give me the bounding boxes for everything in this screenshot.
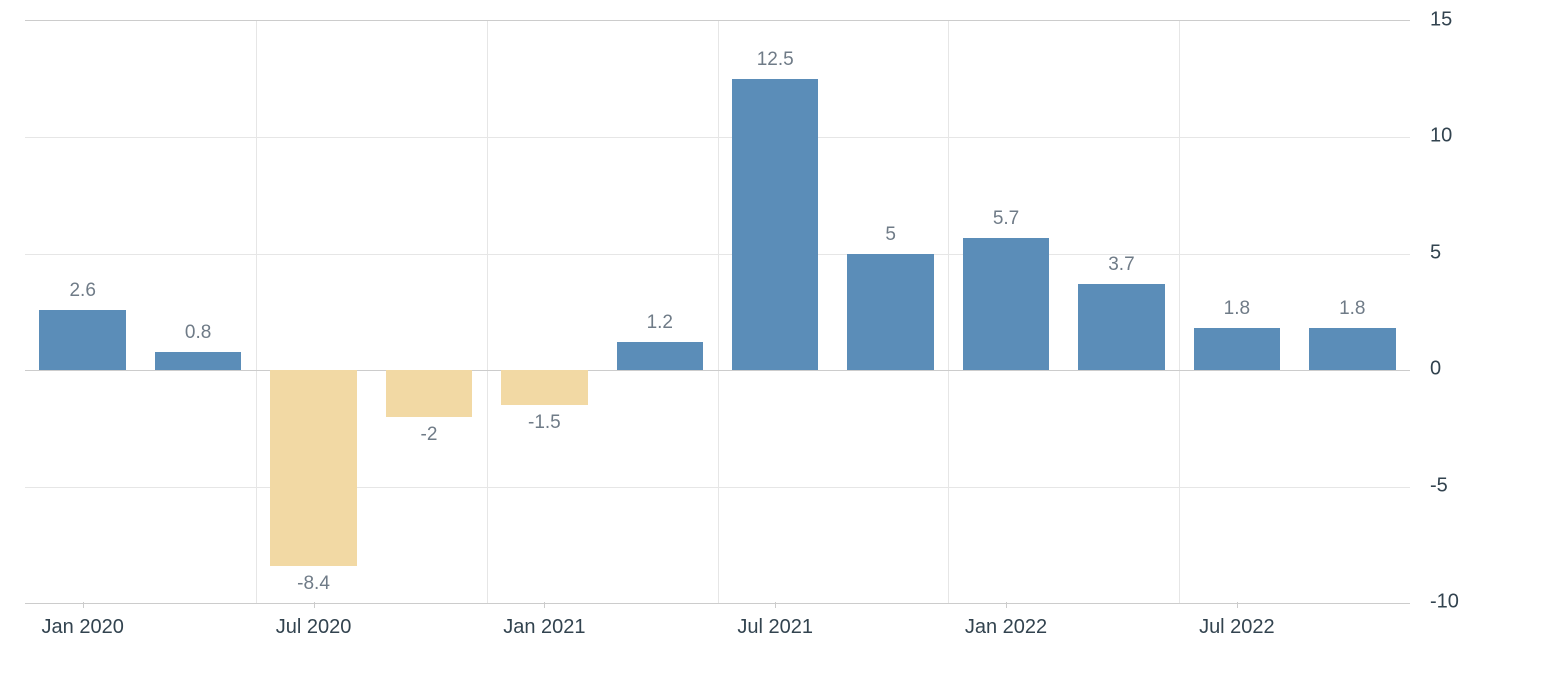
bar: [1078, 284, 1165, 370]
bar: [39, 310, 126, 371]
x-axis-tick-label: Jul 2020: [276, 616, 352, 639]
gridline-vertical: [718, 21, 719, 603]
x-axis-tick: [544, 602, 545, 608]
x-axis-tick-label: Jan 2020: [42, 616, 124, 639]
data-label: 0.8: [185, 322, 211, 344]
data-label: 5: [885, 224, 896, 246]
data-label: 1.8: [1224, 298, 1250, 320]
y-axis-tick-label: -10: [1430, 591, 1459, 614]
x-axis-tick: [1237, 602, 1238, 608]
x-axis-tick: [775, 602, 776, 608]
bar: [617, 342, 704, 370]
data-label: -1.5: [528, 412, 561, 434]
data-label: 5.7: [993, 208, 1019, 230]
gridline-vertical: [948, 21, 949, 603]
bar-chart: -10 -5 0 5 10 15 2.6 0.8 -8.4 -2 -1.5 1.2 12.5 5 5.7 3.…: [0, 0, 1542, 684]
zero-line: [25, 370, 1410, 371]
x-axis-tick-label: Jul 2022: [1199, 616, 1275, 639]
x-axis-tick-label: Jul 2021: [737, 616, 813, 639]
bar: [1194, 328, 1281, 370]
x-axis-tick-label: Jan 2022: [965, 616, 1047, 639]
bar: [732, 79, 819, 370]
bar: [155, 352, 242, 371]
data-label: 1.8: [1339, 298, 1365, 320]
data-label: 3.7: [1108, 254, 1134, 276]
gridline-vertical: [256, 21, 257, 603]
y-axis-tick-label: 5: [1430, 241, 1441, 264]
bar: [1309, 328, 1396, 370]
data-label: -2: [421, 424, 438, 446]
gridline-vertical: [487, 21, 488, 603]
data-label: 12.5: [757, 49, 794, 71]
y-axis-tick-label: 15: [1430, 9, 1452, 32]
bar: [270, 370, 357, 566]
data-label: -8.4: [297, 573, 330, 595]
x-axis-tick: [1006, 602, 1007, 608]
y-axis-tick-label: 0: [1430, 358, 1441, 381]
bar: [501, 370, 588, 405]
x-axis-tick: [314, 602, 315, 608]
bar: [386, 370, 473, 417]
data-label: 2.6: [69, 280, 95, 302]
data-label: 1.2: [647, 312, 673, 334]
plot-area: [25, 20, 1410, 604]
bar: [963, 238, 1050, 371]
x-axis-tick: [83, 602, 84, 608]
y-axis-tick-label: -5: [1430, 474, 1448, 497]
x-axis-tick-label: Jan 2021: [503, 616, 585, 639]
gridline-vertical: [1179, 21, 1180, 603]
bar: [847, 254, 934, 370]
y-axis-tick-label: 10: [1430, 125, 1452, 148]
